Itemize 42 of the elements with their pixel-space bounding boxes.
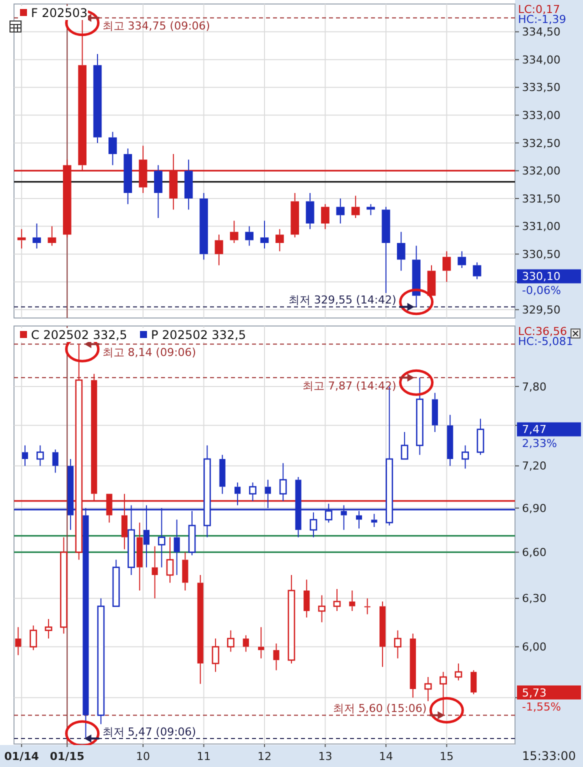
- y-tick-label: 329,50: [522, 304, 560, 317]
- text: LC:36,56: [518, 324, 568, 338]
- text: LC:0,17: [518, 2, 560, 16]
- text: 5,73: [522, 686, 546, 700]
- text: -0,06%: [522, 284, 561, 298]
- x-tick-label: 14: [378, 750, 393, 763]
- y-tick-label: 6,00: [522, 640, 546, 654]
- ref-line-label: 최고 334,75 (09:06): [102, 20, 210, 33]
- text: -1,55%: [522, 700, 561, 714]
- x-tick-label: 11: [196, 750, 211, 763]
- y-tick-label: 6,30: [522, 592, 546, 606]
- x-tick-label: 01/14: [4, 750, 40, 763]
- y-tick-label: 7,80: [522, 380, 546, 394]
- x-tick-label: 01/15: [50, 750, 84, 763]
- ref-line-label: 최고 7,87 (14:42): [302, 379, 396, 392]
- x-axis-title: 15:33:00: [522, 749, 576, 764]
- ref-line-label: 최고 8,14 (09:06): [102, 346, 196, 359]
- y-tick-label: 330,50: [522, 248, 560, 261]
- y-tick-label: 6,60: [522, 546, 546, 560]
- y-tick-label: 332,00: [522, 164, 560, 178]
- y-tick-label: 6,90: [522, 502, 546, 515]
- x-tick-label: 10: [136, 750, 150, 763]
- y-tick-label: 334,50: [522, 26, 560, 39]
- y-tick-label: 333,00: [522, 109, 560, 122]
- legend-label: P 202502 332,5: [151, 328, 246, 342]
- x-tick-label: 15: [440, 750, 454, 763]
- text: 7,47: [522, 423, 546, 436]
- ref-line-label: 최저 5,47 (09:06): [102, 725, 196, 738]
- legend-label: F 202503: [31, 6, 88, 20]
- y-tick-label: 334,00: [522, 53, 560, 66]
- y-tick-label: 7,20: [522, 460, 546, 473]
- y-tick-label: 331,50: [522, 192, 560, 206]
- y-tick-label: 332,50: [522, 136, 560, 150]
- x-tick-label: 12: [258, 750, 272, 763]
- ref-line-label: 최저 329,55 (14:42): [288, 294, 396, 307]
- ref-line-label: 최저 5,60 (15:06): [332, 702, 427, 716]
- text: 330,10: [522, 270, 560, 284]
- text: 2,33%: [522, 437, 557, 450]
- x-tick-label: 13: [318, 750, 332, 763]
- legend-label: C 202502 332,5: [31, 328, 128, 342]
- y-tick-label: 333,50: [522, 81, 560, 94]
- y-tick-label: 331,00: [522, 220, 560, 234]
